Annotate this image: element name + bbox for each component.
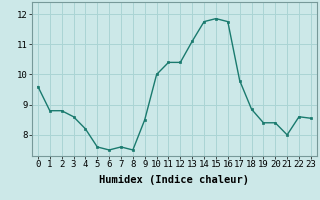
X-axis label: Humidex (Indice chaleur): Humidex (Indice chaleur) bbox=[100, 175, 249, 185]
